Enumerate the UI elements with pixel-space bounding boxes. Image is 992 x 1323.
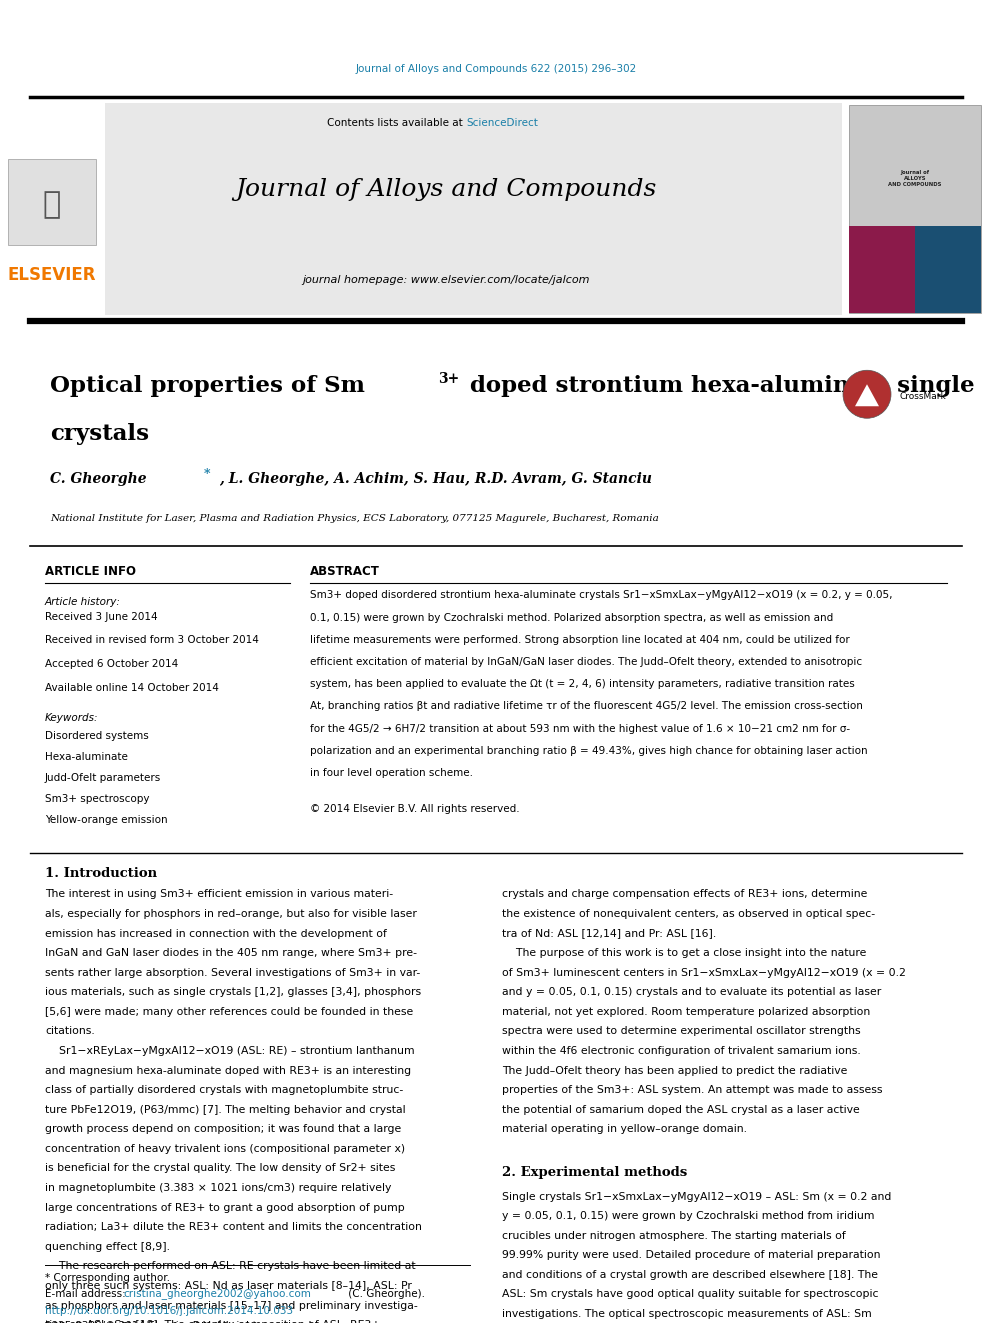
Text: only three such systems: ASL: Nd as laser materials [8–14], ASL: Pr: only three such systems: ASL: Nd as lase… bbox=[45, 1281, 412, 1291]
Bar bbox=[105, 103, 842, 315]
Text: als, especially for phosphors in red–orange, but also for visible laser: als, especially for phosphors in red–ora… bbox=[45, 909, 417, 919]
Text: system, has been applied to evaluate the Ωt (t = 2, 4, 6) intensity parameters, : system, has been applied to evaluate the… bbox=[310, 679, 855, 689]
Bar bbox=[849, 106, 981, 312]
Text: doped strontium hexa-aluminate single: doped strontium hexa-aluminate single bbox=[462, 376, 974, 397]
Text: [5,6] were made; many other references could be founded in these: [5,6] were made; many other references c… bbox=[45, 1007, 414, 1017]
Text: 99.99% purity were used. Detailed procedure of material preparation: 99.99% purity were used. Detailed proced… bbox=[502, 1250, 881, 1261]
Text: 2. Experimental methods: 2. Experimental methods bbox=[502, 1166, 687, 1179]
Text: 0.1, 0.15) were grown by Czochralski method. Polarized absorption spectra, as we: 0.1, 0.15) were grown by Czochralski met… bbox=[310, 613, 833, 623]
Text: Contents lists available at: Contents lists available at bbox=[327, 118, 466, 128]
Text: within the 4f6 electronic configuration of trivalent samarium ions.: within the 4f6 electronic configuration … bbox=[502, 1046, 861, 1056]
Text: E-mail address:: E-mail address: bbox=[45, 1289, 129, 1299]
Text: © 2014 Elsevier B.V. All rights reserved.: © 2014 Elsevier B.V. All rights reserved… bbox=[310, 803, 520, 814]
Text: crystals: crystals bbox=[50, 423, 149, 445]
Text: * Corresponding author.: * Corresponding author. bbox=[45, 1273, 170, 1283]
Text: and conditions of a crystal growth are described elsewhere [18]. The: and conditions of a crystal growth are d… bbox=[502, 1270, 878, 1279]
Text: spectra were used to determine experimental oscillator strengths: spectra were used to determine experimen… bbox=[502, 1027, 861, 1036]
Text: 1. Introduction: 1. Introduction bbox=[45, 867, 157, 880]
Text: concentration of heavy trivalent ions (compositional parameter x): concentration of heavy trivalent ions (c… bbox=[45, 1144, 405, 1154]
Text: Sm3+ spectroscopy: Sm3+ spectroscopy bbox=[45, 794, 150, 804]
Text: and magnesium hexa-aluminate doped with RE3+ is an interesting: and magnesium hexa-aluminate doped with … bbox=[45, 1065, 411, 1076]
Text: for the 4G5/2 → 6H7/2 transition at about 593 nm with the highest value of 1.6 ×: for the 4G5/2 → 6H7/2 transition at abou… bbox=[310, 724, 850, 734]
Text: citations.: citations. bbox=[45, 1027, 95, 1036]
Text: Article history:: Article history: bbox=[45, 597, 121, 607]
Text: is beneficial for the crystal quality. The low density of Sr2+ sites: is beneficial for the crystal quality. T… bbox=[45, 1163, 396, 1174]
Text: Journal of Alloys and Compounds 622 (2015) 296–302: Journal of Alloys and Compounds 622 (201… bbox=[355, 64, 637, 74]
Text: Journal of Alloys and Compounds: Journal of Alloys and Compounds bbox=[235, 177, 657, 201]
Text: radiation; La3+ dilute the RE3+ content and limits the concentration: radiation; La3+ dilute the RE3+ content … bbox=[45, 1222, 422, 1232]
Text: as phosphors and laser materials [15–17] and preliminary investiga-: as phosphors and laser materials [15–17]… bbox=[45, 1301, 418, 1311]
Text: lifetime measurements were performed. Strong absorption line located at 404 nm, : lifetime measurements were performed. St… bbox=[310, 635, 850, 644]
Text: National Institute for Laser, Plasma and Radiation Physics, ECS Laboratory, 0771: National Institute for Laser, Plasma and… bbox=[50, 515, 659, 523]
Text: and y = 0.05, 0.1, 0.15) crystals and to evaluate its potential as laser: and y = 0.05, 0.1, 0.15) crystals and to… bbox=[502, 987, 881, 998]
Text: ious materials, such as single crystals [1,2], glasses [3,4], phosphors: ious materials, such as single crystals … bbox=[45, 987, 422, 998]
Text: CrossMark: CrossMark bbox=[899, 392, 945, 401]
Text: Optical properties of Sm: Optical properties of Sm bbox=[50, 376, 365, 397]
Text: ScienceDirect: ScienceDirect bbox=[466, 118, 538, 128]
Text: Hexa-aluminate: Hexa-aluminate bbox=[45, 751, 128, 762]
Text: The purpose of this work is to get a close insight into the nature: The purpose of this work is to get a clo… bbox=[502, 949, 866, 958]
Text: material operating in yellow–orange domain.: material operating in yellow–orange doma… bbox=[502, 1125, 747, 1134]
Text: 3+: 3+ bbox=[438, 372, 459, 386]
Text: ture PbFe12O19, (P63/mmc) [7]. The melting behavior and crystal: ture PbFe12O19, (P63/mmc) [7]. The melti… bbox=[45, 1105, 406, 1115]
Text: crystals and charge compensation effects of RE3+ ions, determine: crystals and charge compensation effects… bbox=[502, 889, 867, 900]
Text: The research performed on ASL: RE crystals have been limited at: The research performed on ASL: RE crysta… bbox=[45, 1261, 416, 1271]
Text: At, branching ratios βt and radiative lifetime τr of the fluorescent 4G5/2 level: At, branching ratios βt and radiative li… bbox=[310, 701, 863, 712]
Text: crucibles under nitrogen atmosphere. The starting materials of: crucibles under nitrogen atmosphere. The… bbox=[502, 1230, 846, 1241]
Text: tra of Nd: ASL [12,14] and Pr: ASL [16].: tra of Nd: ASL [12,14] and Pr: ASL [16]. bbox=[502, 929, 716, 938]
Text: of Sm3+ luminescent centers in Sr1−xSmxLax−yMgyAl12−xO19 (x = 0.2: of Sm3+ luminescent centers in Sr1−xSmxL… bbox=[502, 967, 906, 978]
Text: , L. Gheorghe, A. Achim, S. Hau, R.D. Avram, G. Stanciu: , L. Gheorghe, A. Achim, S. Hau, R.D. Av… bbox=[219, 472, 652, 486]
Text: http://dx.doi.org/10.1016/j.jallcom.2014.10.033: http://dx.doi.org/10.1016/j.jallcom.2014… bbox=[45, 1306, 293, 1316]
Text: Keywords:: Keywords: bbox=[45, 713, 98, 724]
Text: ⬛: ⬛ bbox=[43, 191, 62, 220]
Text: properties of the Sm3+: ASL system. An attempt was made to assess: properties of the Sm3+: ASL system. An a… bbox=[502, 1085, 883, 1095]
Text: y = 0.05, 0.1, 0.15) were grown by Czochralski method from iridium: y = 0.05, 0.1, 0.15) were grown by Czoch… bbox=[502, 1211, 875, 1221]
Text: class of partially disordered crystals with magnetoplumbite struc-: class of partially disordered crystals w… bbox=[45, 1085, 404, 1095]
Text: 0925-8388/© 2014 Elsevier B.V. All rights reserved.: 0925-8388/© 2014 Elsevier B.V. All right… bbox=[45, 1320, 314, 1323]
Circle shape bbox=[843, 370, 891, 418]
Text: InGaN and GaN laser diodes in the 405 nm range, where Sm3+ pre-: InGaN and GaN laser diodes in the 405 nm… bbox=[45, 949, 417, 958]
Text: material, not yet explored. Room temperature polarized absorption: material, not yet explored. Room tempera… bbox=[502, 1007, 870, 1017]
Text: The interest in using Sm3+ efficient emission in various materi-: The interest in using Sm3+ efficient emi… bbox=[45, 889, 393, 900]
Text: the potential of samarium doped the ASL crystal as a laser active: the potential of samarium doped the ASL … bbox=[502, 1105, 860, 1115]
Text: in magnetoplumbite (3.383 × 1021 ions/cm3) require relatively: in magnetoplumbite (3.383 × 1021 ions/cm… bbox=[45, 1183, 392, 1193]
Text: ELSEVIER: ELSEVIER bbox=[8, 266, 96, 284]
Text: cristina_gheorghe2002@yahoo.com: cristina_gheorghe2002@yahoo.com bbox=[123, 1289, 310, 1299]
Text: Sm3+ doped disordered strontium hexa-aluminate crystals Sr1−xSmxLax−yMgyAl12−xO1: Sm3+ doped disordered strontium hexa-alu… bbox=[310, 590, 893, 601]
Text: Available online 14 October 2014: Available online 14 October 2014 bbox=[45, 683, 219, 693]
Text: large concentrations of RE3+ to grant a good absorption of pump: large concentrations of RE3+ to grant a … bbox=[45, 1203, 405, 1213]
Text: investigations. The optical spectroscopic measurements of ASL: Sm: investigations. The optical spectroscopi… bbox=[502, 1308, 872, 1319]
Text: emission has increased in connection with the development of: emission has increased in connection wit… bbox=[45, 929, 387, 938]
Bar bbox=[8, 159, 96, 245]
Text: Yellow-orange emission: Yellow-orange emission bbox=[45, 815, 168, 826]
Polygon shape bbox=[855, 384, 879, 406]
Text: in four level operation scheme.: in four level operation scheme. bbox=[310, 769, 473, 778]
Text: quenching effect [8,9].: quenching effect [8,9]. bbox=[45, 1242, 170, 1252]
Text: ABSTRACT: ABSTRACT bbox=[310, 565, 380, 578]
Text: ASL: Sm crystals have good optical quality suitable for spectroscopic: ASL: Sm crystals have good optical quali… bbox=[502, 1290, 879, 1299]
Bar bbox=[915, 226, 981, 312]
Text: journal homepage: www.elsevier.com/locate/jalcom: journal homepage: www.elsevier.com/locat… bbox=[303, 275, 590, 286]
Text: growth process depend on composition; it was found that a large: growth process depend on composition; it… bbox=[45, 1125, 401, 1134]
Text: The Judd–Ofelt theory has been applied to predict the radiative: The Judd–Ofelt theory has been applied t… bbox=[502, 1065, 847, 1076]
Text: (C. Gheorghe).: (C. Gheorghe). bbox=[345, 1289, 425, 1299]
Text: the existence of nonequivalent centers, as observed in optical spec-: the existence of nonequivalent centers, … bbox=[502, 909, 875, 919]
Text: tion on ASL: Sm [18]. The complex composition of ASL: RE3+: tion on ASL: Sm [18]. The complex compos… bbox=[45, 1320, 381, 1323]
Text: polarization and an experimental branching ratio β = 49.43%, gives high chance f: polarization and an experimental branchi… bbox=[310, 746, 868, 755]
Text: Single crystals Sr1−xSmxLax−yMgyAl12−xO19 – ASL: Sm (x = 0.2 and: Single crystals Sr1−xSmxLax−yMgyAl12−xO1… bbox=[502, 1192, 892, 1201]
Text: C. Gheorghe: C. Gheorghe bbox=[50, 472, 147, 486]
Bar bbox=[849, 226, 915, 312]
Text: Journal of
ALLOYS
AND COMPOUNDS: Journal of ALLOYS AND COMPOUNDS bbox=[888, 171, 941, 187]
Text: ARTICLE INFO: ARTICLE INFO bbox=[45, 565, 136, 578]
Text: *: * bbox=[204, 468, 210, 482]
Text: Disordered systems: Disordered systems bbox=[45, 730, 149, 741]
Text: Accepted 6 October 2014: Accepted 6 October 2014 bbox=[45, 659, 179, 669]
Text: Received 3 June 2014: Received 3 June 2014 bbox=[45, 611, 158, 622]
Text: Judd-Ofelt parameters: Judd-Ofelt parameters bbox=[45, 773, 162, 783]
Text: efficient excitation of material by InGaN/GaN laser diodes. The Judd–Ofelt theor: efficient excitation of material by InGa… bbox=[310, 658, 862, 667]
Text: Sr1−xREyLax−yMgxAl12−xO19 (ASL: RE) – strontium lanthanum: Sr1−xREyLax−yMgxAl12−xO19 (ASL: RE) – st… bbox=[45, 1046, 415, 1056]
Text: sents rather large absorption. Several investigations of Sm3+ in var-: sents rather large absorption. Several i… bbox=[45, 967, 421, 978]
Text: Received in revised form 3 October 2014: Received in revised form 3 October 2014 bbox=[45, 635, 259, 646]
